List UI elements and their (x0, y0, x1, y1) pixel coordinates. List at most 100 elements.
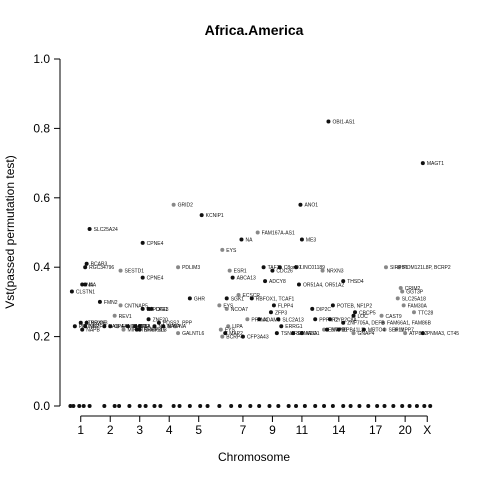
data-point (399, 286, 403, 290)
point-label: CLSTN1 (76, 289, 95, 295)
data-point (85, 262, 89, 266)
data-point (217, 303, 221, 307)
point-label: ANO1 (304, 203, 318, 209)
point-label: THSD4 (347, 279, 364, 285)
point-label: ESR1 (234, 269, 247, 275)
x-tick-label: 7 (240, 423, 247, 437)
point-label: ZFP3 (275, 310, 287, 316)
data-point (119, 303, 123, 307)
baseline-point (408, 404, 412, 408)
data-point (263, 279, 267, 283)
point-label: POTEB, NF1P2 (337, 303, 373, 309)
x-axis-label: Chromosome (218, 450, 290, 464)
point-label: RGC34796 (89, 265, 114, 271)
baseline-point (400, 404, 404, 408)
point-label: ADCY8 (269, 279, 286, 285)
data-point (421, 161, 425, 165)
point-label: SLC25A18 (402, 296, 426, 302)
baseline-point (88, 404, 92, 408)
baseline-point (77, 404, 81, 408)
point-label: ATP6V0E (85, 321, 107, 327)
y-tick-label: 0.6 (33, 191, 50, 205)
baseline-point (117, 404, 121, 408)
point-label: CFP3A43 (247, 335, 269, 341)
data-point (245, 317, 249, 321)
data-point (83, 265, 87, 269)
data-point (310, 307, 314, 311)
baseline-point (322, 404, 326, 408)
data-point (269, 310, 273, 314)
baseline-point (415, 404, 419, 408)
point-label: RBFOX1, TCAF1 (256, 296, 295, 302)
baseline-point (248, 404, 252, 408)
baseline-point (303, 404, 307, 408)
data-point (300, 237, 304, 241)
data-point (73, 324, 77, 328)
baseline-point (357, 404, 361, 408)
point-label: FAM66A1, FAM86B (387, 321, 432, 327)
baseline-point (188, 404, 192, 408)
point-label: NRXN3 (327, 269, 344, 275)
data-point (88, 227, 92, 231)
data-point (239, 237, 243, 241)
y-tick-label: 1.0 (33, 52, 50, 66)
data-point (279, 324, 283, 328)
point-label: ABCA13 (237, 276, 256, 282)
x-tick-label: 4 (166, 423, 173, 437)
point-label: REV1 (119, 314, 132, 320)
baseline-point (382, 404, 386, 408)
point-label: PFAM4 (251, 317, 268, 323)
point-label: CNTNAP5 (125, 303, 149, 309)
data-point (220, 248, 224, 252)
baseline-point (152, 404, 156, 408)
x-tick-label: X (423, 423, 431, 437)
data-point (402, 303, 406, 307)
baseline-point (428, 404, 432, 408)
baseline-point (144, 404, 148, 408)
point-label: EYS (226, 248, 237, 254)
data-point (400, 289, 404, 293)
point-label: POM121L8P, BCRP2 (403, 265, 451, 271)
x-tick-label: 2 (107, 423, 114, 437)
point-label: ME3 (306, 237, 317, 243)
baseline-point (217, 404, 221, 408)
baseline-point (349, 404, 353, 408)
point-label: FLPP4 (278, 303, 294, 309)
baseline-point (391, 404, 395, 408)
data-point (380, 314, 384, 318)
baseline-point (238, 404, 242, 408)
data-point (200, 213, 204, 217)
point-label: FMN2 (104, 300, 118, 306)
point-label: SLC2A13 (282, 317, 304, 323)
baseline-point (178, 404, 182, 408)
baseline-point (375, 404, 379, 408)
x-tick-label: 11 (296, 423, 309, 437)
point-label: EMBIG16 (144, 328, 166, 334)
point-label: PNMA3, CT45 (427, 331, 459, 337)
data-point (188, 296, 192, 300)
data-point (326, 119, 330, 123)
point-label: ZNF705A, DEFB (347, 321, 385, 327)
x-tick-label: 5 (195, 423, 202, 437)
point-label: NA (245, 237, 253, 243)
data-point (275, 331, 279, 335)
point-label: GALNTL6 (182, 331, 204, 337)
baseline-point (138, 404, 142, 408)
point-label: NA (89, 283, 97, 289)
point-label: NA (179, 324, 187, 330)
data-point (262, 265, 266, 269)
data-point (220, 335, 224, 339)
data-point (176, 331, 180, 335)
baseline-point (341, 404, 345, 408)
baseline-point (71, 404, 75, 408)
point-label: NCOA7 (231, 307, 248, 313)
baseline-point (257, 404, 261, 408)
data-point (396, 296, 400, 300)
point-label: OR51A4, OR51A2 (303, 283, 344, 289)
data-point (297, 283, 301, 287)
data-point (98, 300, 102, 304)
point-label: ERRG1 (285, 324, 302, 330)
data-point (228, 269, 232, 273)
y-tick-label: 0.0 (33, 399, 50, 413)
